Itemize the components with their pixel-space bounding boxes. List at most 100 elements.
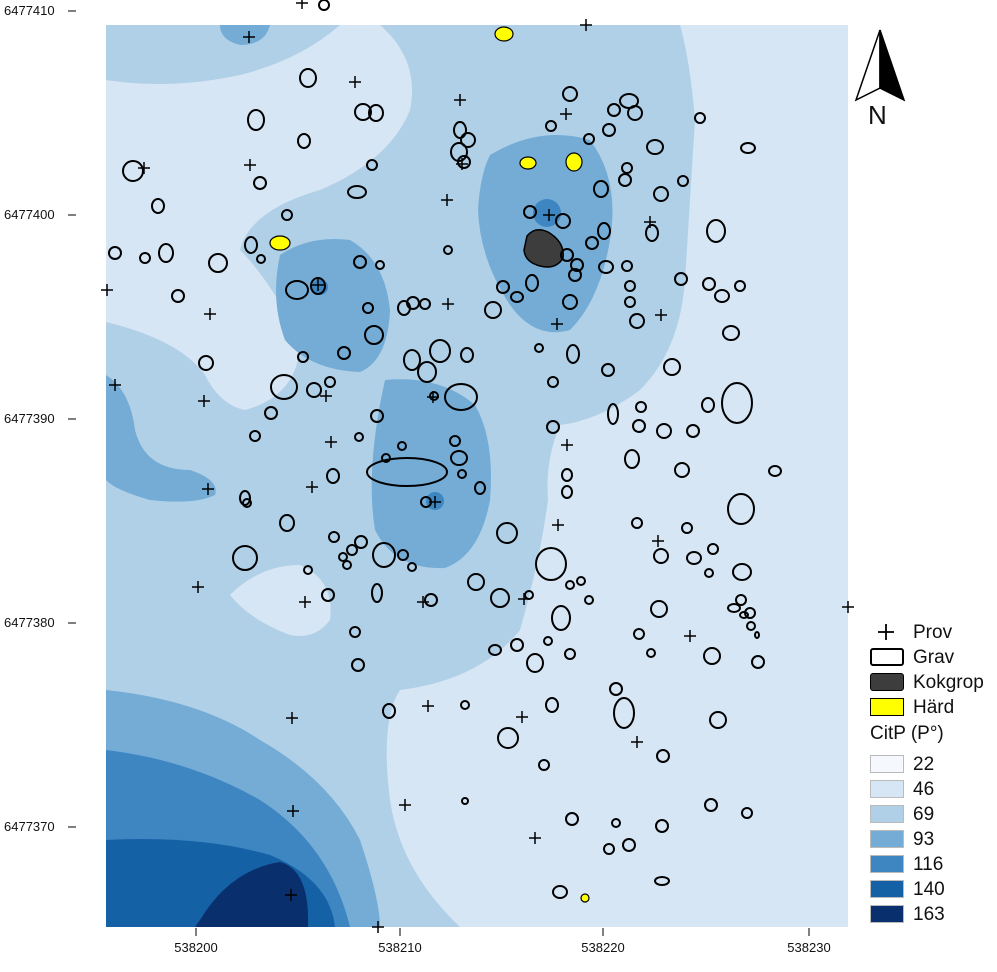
grave <box>562 294 578 310</box>
sample-plus-icon <box>349 76 361 88</box>
grave <box>547 376 559 388</box>
x-axis-label: 538200 <box>174 940 218 955</box>
legend-label: Härd <box>913 697 955 718</box>
grave <box>270 374 298 400</box>
grave <box>624 280 636 292</box>
grave <box>607 103 621 117</box>
sample-plus-icon <box>442 298 454 310</box>
grave <box>342 560 352 570</box>
grave <box>656 423 672 439</box>
legend-class-label: 22 <box>913 754 935 775</box>
grave <box>108 246 122 260</box>
grave <box>702 277 716 291</box>
y-axis-label: 6477400 <box>4 207 55 222</box>
grave <box>707 543 719 555</box>
grave <box>306 382 322 398</box>
grave <box>467 573 485 591</box>
grave <box>397 441 407 451</box>
grave <box>242 498 252 508</box>
legend-swatch <box>870 673 904 691</box>
legend-label: Grav <box>913 647 955 668</box>
sample-plus-icon <box>441 194 453 206</box>
grave <box>741 807 753 819</box>
sample-plus-icon <box>580 19 592 31</box>
legend-class-label: 116 <box>913 854 944 875</box>
grave <box>635 401 647 413</box>
sample-plus-icon <box>561 439 573 451</box>
grave <box>264 406 278 420</box>
grave <box>694 112 706 124</box>
sample-layer <box>101 0 854 933</box>
grave <box>645 224 659 242</box>
sample-plus-icon <box>202 483 214 495</box>
sample-plus-icon <box>454 94 466 106</box>
sample-plus-icon <box>417 596 429 608</box>
grave <box>734 280 746 292</box>
grave <box>621 162 633 174</box>
grave <box>538 759 550 771</box>
grave <box>122 160 144 182</box>
grave <box>674 272 688 286</box>
grave <box>631 517 643 529</box>
grave <box>429 391 439 401</box>
grave <box>674 462 690 478</box>
grave <box>768 465 782 477</box>
grave <box>375 260 385 270</box>
sample-plus-icon <box>299 596 311 608</box>
legend-class-swatch <box>870 780 904 798</box>
legend-label: Kokgrop <box>913 672 984 693</box>
sample-plus-icon <box>684 630 696 642</box>
grave <box>247 109 265 131</box>
sample-plus-icon <box>552 519 564 531</box>
sample-plus-icon <box>560 108 572 120</box>
grave <box>727 493 755 525</box>
sample-plus-icon <box>312 279 324 291</box>
hearth <box>269 235 291 251</box>
grave <box>543 636 553 646</box>
grave <box>338 552 348 562</box>
grave <box>407 562 417 572</box>
grave <box>285 280 309 300</box>
interpolated-surface <box>106 25 848 927</box>
sample-plus-icon <box>109 379 121 391</box>
legend-class-swatch <box>870 755 904 773</box>
grave <box>490 588 510 608</box>
sample-plus-icon <box>543 209 555 221</box>
grave <box>633 628 645 640</box>
grave <box>488 644 502 656</box>
grave-layer <box>108 0 782 899</box>
grave <box>609 682 623 696</box>
grave <box>347 185 367 199</box>
grave <box>460 132 476 148</box>
grave <box>366 457 448 487</box>
grave <box>576 576 586 586</box>
grave <box>618 173 632 187</box>
sample-plus-icon <box>192 581 204 593</box>
grave <box>460 700 470 710</box>
sample-plus-icon <box>204 308 216 320</box>
sample-plus-icon <box>138 162 150 174</box>
grave <box>721 382 753 424</box>
grave <box>424 593 438 607</box>
grave <box>139 252 151 264</box>
grave <box>321 588 335 602</box>
grave <box>598 260 614 274</box>
grave <box>535 547 567 581</box>
grave <box>328 531 340 543</box>
grave <box>244 236 258 254</box>
grave <box>607 403 619 425</box>
grave <box>526 653 544 673</box>
grave <box>570 258 584 272</box>
grave <box>613 697 635 729</box>
grave <box>584 595 594 605</box>
sample-plus-icon <box>456 158 468 170</box>
grave <box>546 420 560 434</box>
grave <box>510 638 524 652</box>
sample-plus-icon <box>422 700 434 712</box>
grave <box>326 468 340 484</box>
grave <box>622 838 636 852</box>
sample-plus-icon <box>287 805 299 817</box>
grave <box>370 409 384 423</box>
grave <box>354 103 372 121</box>
